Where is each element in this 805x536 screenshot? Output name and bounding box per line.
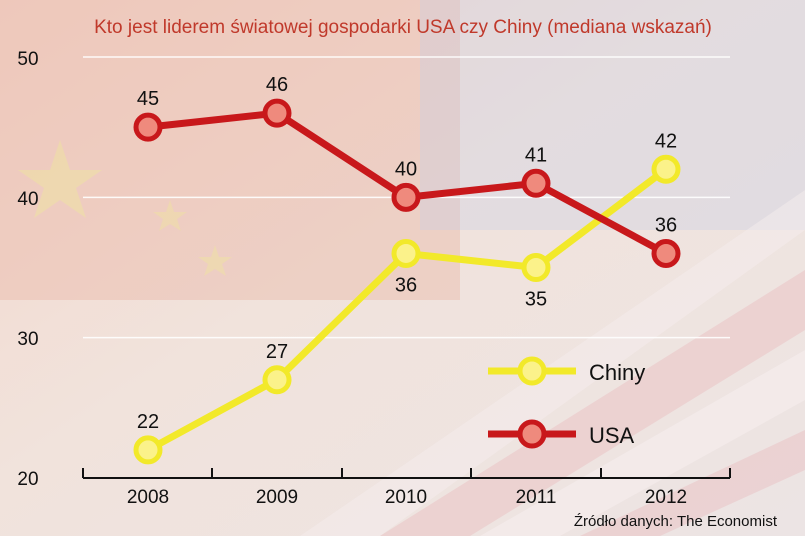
data-point-chiny (262, 365, 292, 395)
x-tick-label: 2010 (385, 487, 427, 508)
data-label-chiny: 42 (655, 130, 677, 152)
data-point-chiny (133, 435, 163, 465)
y-tick-label: 50 (17, 49, 38, 70)
y-tick-label: 30 (17, 329, 38, 350)
x-ticks (82, 468, 731, 478)
legend: Chiny USA (488, 356, 645, 449)
data-point-chiny (391, 238, 421, 268)
data-label-usa: 41 (525, 144, 547, 166)
data-point-chiny (521, 253, 551, 282)
data-point-usa (262, 98, 292, 128)
data-label-chiny: 22 (137, 411, 159, 433)
data-label-usa: 40 (395, 158, 417, 180)
data-point-usa (133, 112, 163, 142)
data-label-usa: 45 (137, 88, 159, 110)
x-tick-label: 2009 (256, 487, 298, 508)
legend-swatch-chiny-marker (517, 356, 547, 386)
data-label-usa: 36 (655, 214, 677, 236)
x-axis: 2008 2009 2010 2011 2012 (82, 468, 731, 508)
data-label-chiny: 35 (525, 289, 547, 311)
data-point-usa (521, 168, 551, 198)
y-tick-label: 40 (17, 189, 38, 210)
legend-label-chiny: Chiny (589, 360, 645, 385)
data-point-usa (391, 182, 421, 212)
source-note: Źródło danych: The Economist (574, 513, 778, 530)
x-tick-label: 2012 (645, 487, 687, 508)
y-axis: 20 30 40 50 (17, 49, 38, 490)
x-tick-label: 2008 (127, 487, 169, 508)
data-point-chiny (651, 154, 681, 184)
y-tick-label: 20 (17, 469, 38, 490)
x-tick-label: 2011 (516, 487, 557, 508)
legend-label-usa: USA (589, 423, 635, 448)
data-label-chiny: 27 (266, 341, 288, 363)
series-layer: 22 27 36 35 42 45 46 40 41 36 (133, 74, 681, 465)
data-label-usa: 46 (266, 74, 288, 96)
chart-title: Kto jest liderem światowej gospodarki US… (94, 17, 712, 38)
legend-swatch-usa-marker (517, 419, 547, 449)
data-label-chiny: 36 (395, 274, 417, 296)
data-point-usa (651, 238, 681, 268)
